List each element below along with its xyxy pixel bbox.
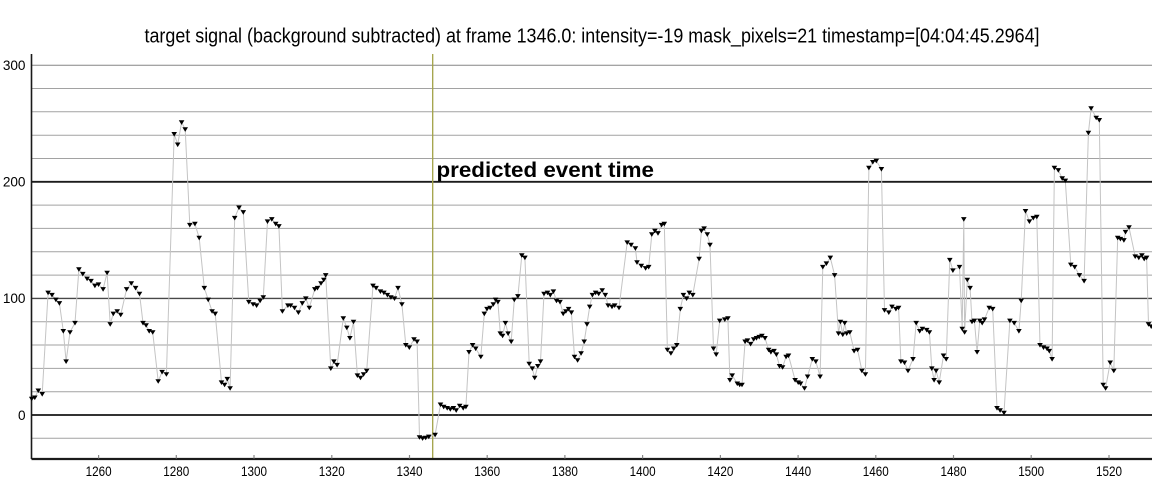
svg-text:0: 0 — [18, 408, 26, 423]
svg-text:1440: 1440 — [785, 463, 811, 479]
svg-text:predicted event time: predicted event time — [437, 159, 655, 182]
svg-text:300: 300 — [3, 58, 26, 73]
svg-text:1420: 1420 — [707, 463, 733, 479]
svg-text:1480: 1480 — [941, 463, 967, 479]
svg-text:target signal (background subt: target signal (background subtracted) at… — [145, 26, 1040, 48]
svg-text:1300: 1300 — [241, 463, 267, 479]
svg-text:1500: 1500 — [1018, 463, 1044, 479]
svg-text:1320: 1320 — [319, 463, 345, 479]
svg-text:1260: 1260 — [86, 463, 112, 479]
svg-text:100: 100 — [3, 291, 26, 306]
svg-text:1360: 1360 — [474, 463, 500, 479]
svg-text:1400: 1400 — [630, 463, 656, 479]
svg-text:1520: 1520 — [1096, 463, 1122, 479]
svg-text:1380: 1380 — [552, 463, 578, 479]
svg-text:200: 200 — [3, 175, 26, 190]
svg-text:1340: 1340 — [397, 463, 423, 479]
svg-text:1280: 1280 — [163, 463, 189, 479]
svg-text:1460: 1460 — [863, 463, 889, 479]
